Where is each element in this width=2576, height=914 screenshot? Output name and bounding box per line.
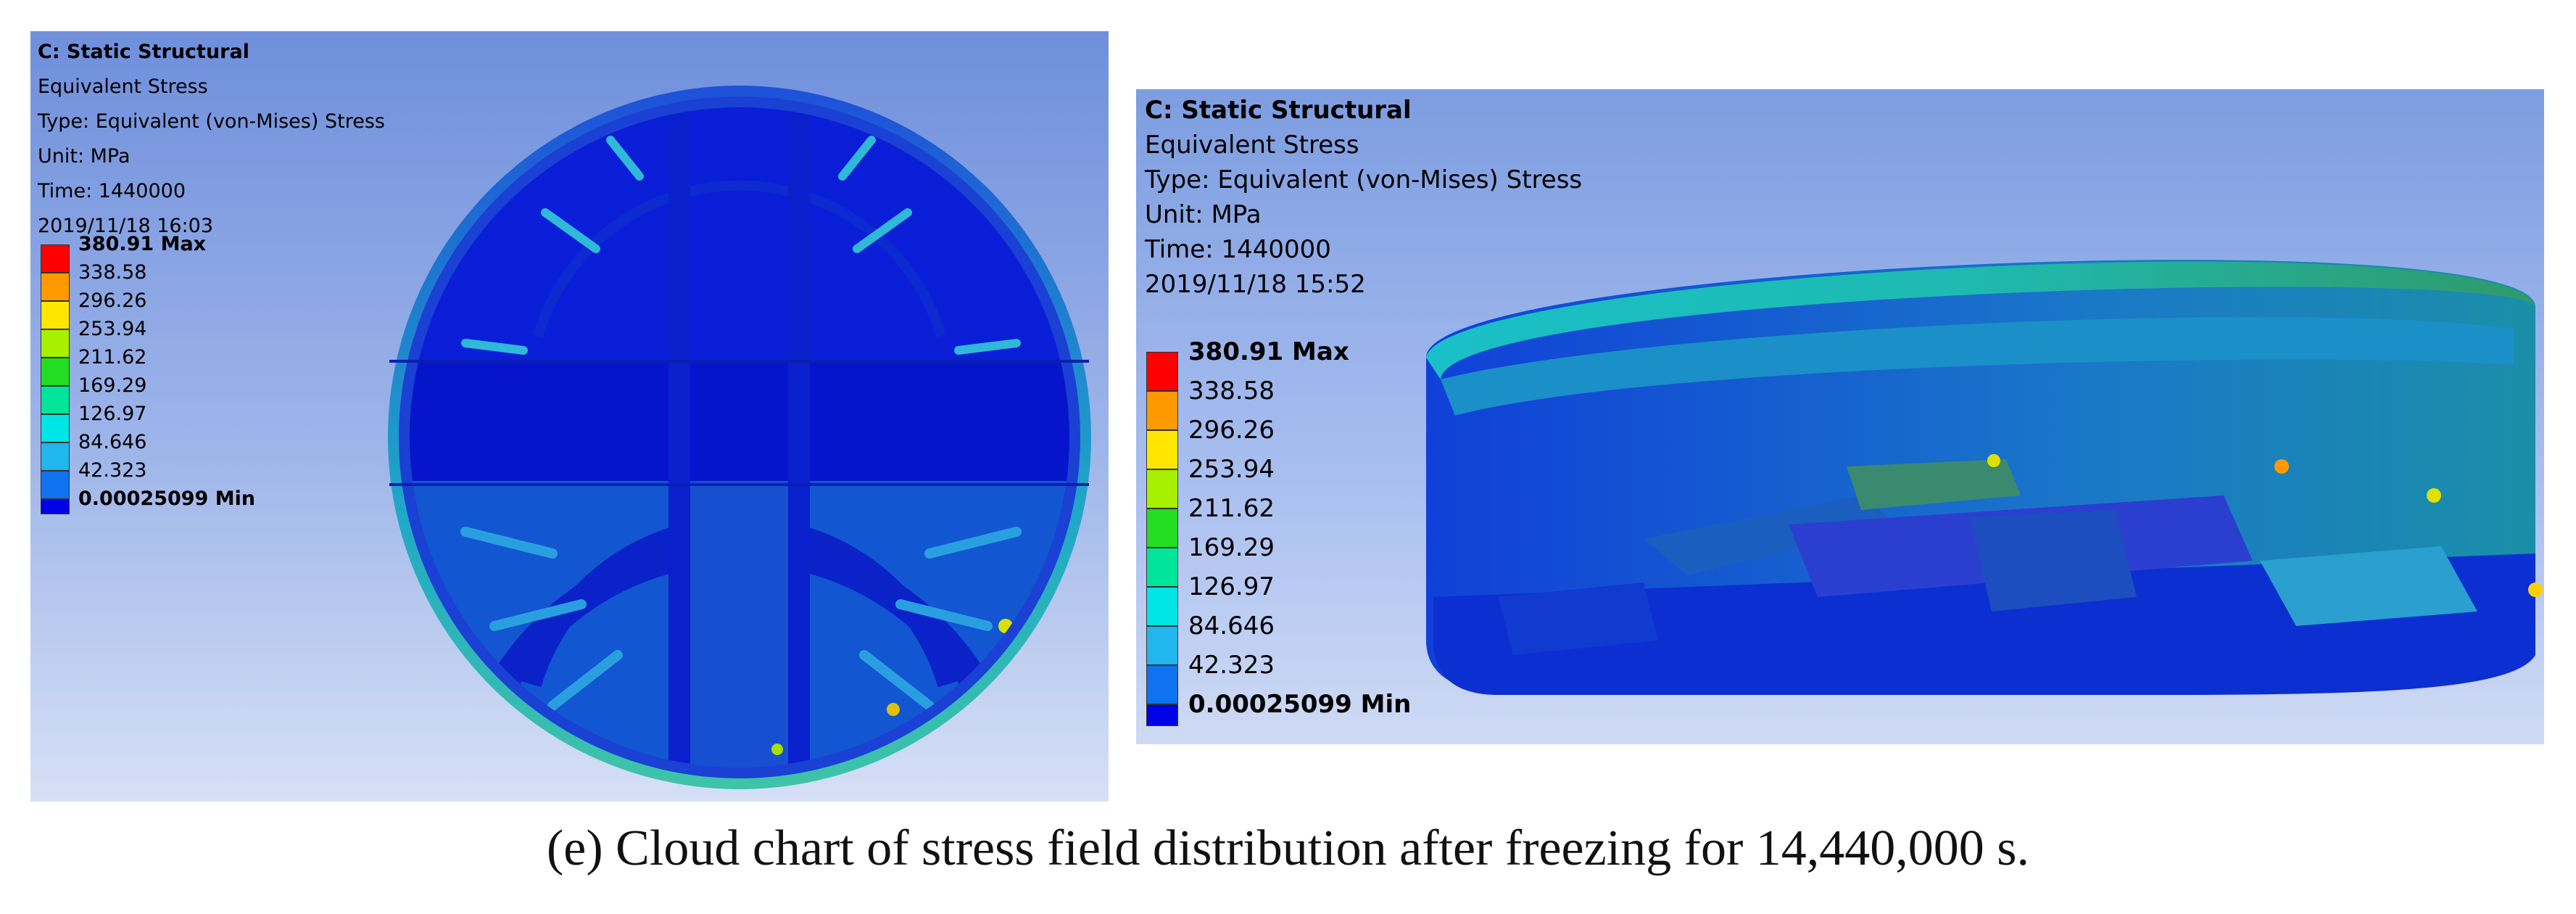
result-name: Equivalent Stress: [1145, 131, 1359, 160]
legend-label: 296.26: [78, 289, 147, 312]
legend-label: 42.323: [1188, 650, 1275, 680]
legend-label: 42.323: [78, 458, 147, 482]
legend-label: 380.91 Max: [78, 232, 207, 255]
legend-label: 338.58: [1188, 376, 1275, 405]
legend-swatch: [41, 414, 70, 442]
legend-swatch: [41, 301, 70, 329]
legend-label: 338.58: [78, 260, 147, 284]
result-timestamp: 2019/11/18 15:52: [1145, 270, 1366, 299]
legend-label: 126.97: [78, 402, 147, 425]
analysis-title: C: Static Structural: [1145, 96, 1412, 125]
right-info-block: C: Static Structural Equivalent Stress T…: [1145, 93, 1582, 302]
legend-swatch: [1146, 548, 1178, 587]
legend-swatch: [1146, 665, 1178, 704]
legend-swatch: [41, 329, 70, 358]
legend-swatch: [41, 442, 70, 471]
legend-swatch: [1146, 626, 1178, 665]
hotspot: [2274, 459, 2289, 474]
legend-label: 211.62: [1188, 493, 1275, 523]
legend-label: 211.62: [78, 345, 147, 369]
legend-swatch: [1146, 469, 1178, 509]
top-view-model: [388, 86, 1091, 789]
legend-swatch: [41, 386, 70, 414]
result-unit: Unit: MPa: [38, 145, 131, 168]
legend-label: 126.97: [1188, 572, 1275, 601]
hotspot: [2427, 488, 2441, 503]
legend-swatch: [1146, 391, 1178, 430]
legend-swatch: [1146, 587, 1178, 626]
hotspot: [1987, 454, 2000, 467]
result-time: Time: 1440000: [1145, 235, 1331, 264]
legend-swatch: [41, 273, 70, 301]
legend-label: 169.29: [1188, 532, 1275, 562]
legend-swatch: [1146, 352, 1178, 391]
result-timestamp: 2019/11/18 16:03: [38, 215, 214, 237]
legend-label: 0.00025099 Min: [1188, 689, 1412, 719]
right-stress-view: C: Static Structural Equivalent Stress T…: [1136, 89, 2544, 744]
hotspot: [2528, 582, 2543, 597]
legend-swatch: [41, 358, 70, 386]
legend-label: 0.00025099 Min: [78, 487, 256, 510]
result-time: Time: 1440000: [38, 180, 186, 202]
legend-swatch: [1146, 704, 1178, 726]
legend-label: 84.646: [78, 430, 147, 453]
internal-structures: [1499, 459, 2477, 655]
left-stress-view: C: Static Structural Equivalent Stress T…: [30, 31, 1109, 802]
legend-label: 253.94: [1188, 454, 1275, 484]
perspective-model: [1426, 260, 2543, 695]
result-name: Equivalent Stress: [38, 75, 208, 98]
legend-swatch: [1146, 430, 1178, 469]
legend-label: 296.26: [1188, 415, 1275, 445]
result-unit: Unit: MPa: [1145, 200, 1262, 229]
figure-caption: (e) Cloud chart of stress field distribu…: [546, 820, 2029, 876]
legend-label: 253.94: [78, 317, 147, 340]
legend-swatch: [41, 499, 70, 514]
inner-wall: [1441, 317, 2514, 416]
legend-label: 380.91 Max: [1188, 337, 1349, 366]
analysis-title: C: Static Structural: [38, 41, 249, 63]
legend-swatch: [41, 244, 70, 273]
top-rim: [1426, 261, 2535, 379]
result-type: Type: Equivalent (von-Mises) Stress: [1145, 165, 1583, 194]
result-type: Type: Equivalent (von-Mises) Stress: [38, 110, 385, 133]
legend-label: 169.29: [78, 374, 147, 397]
legend-swatch: [1146, 509, 1178, 548]
left-info-block: C: Static Structural Equivalent Stress T…: [38, 35, 385, 244]
base: [1433, 553, 2535, 695]
legend-label: 84.646: [1188, 611, 1275, 641]
legend-swatch: [41, 471, 70, 499]
